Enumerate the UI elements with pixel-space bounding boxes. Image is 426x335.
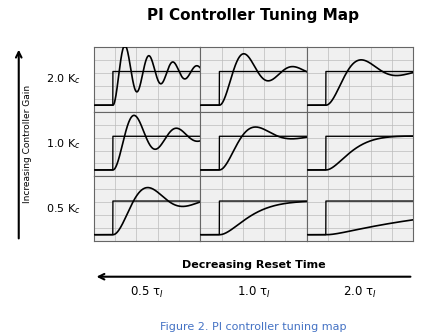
- Text: 0.5 τ$_I$: 0.5 τ$_I$: [130, 285, 164, 300]
- Text: 2.0 τ$_I$: 2.0 τ$_I$: [343, 285, 377, 300]
- Text: 2.0 K$_c$: 2.0 K$_c$: [46, 72, 81, 86]
- Text: Figure 2. PI controller tuning map: Figure 2. PI controller tuning map: [160, 322, 347, 332]
- Text: PI Controller Tuning Map: PI Controller Tuning Map: [147, 8, 360, 23]
- Text: 1.0 τ$_I$: 1.0 τ$_I$: [236, 285, 271, 300]
- Text: 1.0 K$_c$: 1.0 K$_c$: [46, 137, 81, 151]
- Text: 0.5 K$_c$: 0.5 K$_c$: [46, 202, 81, 216]
- Text: Increasing Controller Gain: Increasing Controller Gain: [23, 85, 32, 203]
- Text: Decreasing Reset Time: Decreasing Reset Time: [181, 260, 325, 270]
